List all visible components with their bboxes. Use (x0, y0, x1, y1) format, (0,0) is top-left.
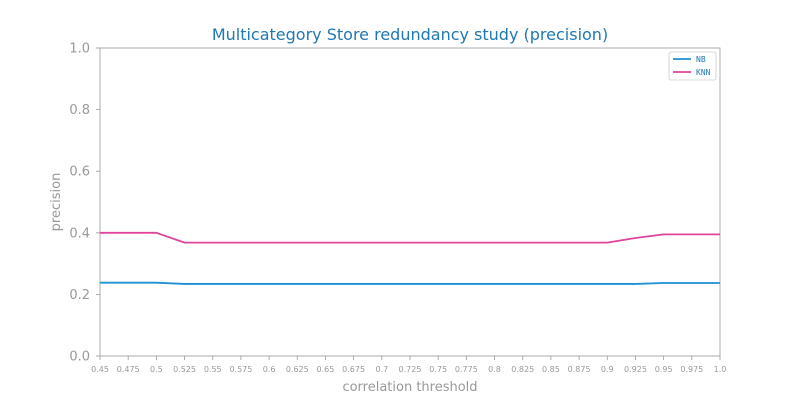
y-tick-label: 0.2 (69, 288, 90, 303)
chart-title: Multicategory Store redundancy study (pr… (212, 25, 608, 44)
x-tick-label: 0.95 (655, 365, 673, 374)
x-tick-label: 0.5 (150, 365, 163, 374)
x-tick-label: 0.475 (117, 365, 140, 374)
legend-label-knn: KNN (696, 68, 711, 77)
x-tick-label: 0.775 (455, 365, 478, 374)
y-tick-label: 0.0 (69, 350, 90, 365)
x-tick-label: 0.85 (542, 365, 560, 374)
y-axis-label: precision (49, 173, 64, 232)
x-tick-label: 0.975 (680, 365, 703, 374)
x-axis: 0.45 0.475 0.5 0.525 0.55 0.575 0.6 0.625 0.65 0.… (91, 356, 726, 374)
y-tick-label: 0.4 (69, 226, 90, 241)
series-layer (100, 231, 720, 285)
y-tick-label: 0.8 (69, 103, 90, 118)
x-tick-label: 0.625 (286, 365, 309, 374)
x-tick-label: 0.9 (601, 365, 614, 374)
series-line-knn (100, 231, 720, 244)
x-tick-label: 0.575 (229, 365, 252, 374)
plot-area (99, 47, 721, 357)
x-tick-label: 0.825 (511, 365, 534, 374)
x-tick-label: 0.525 (173, 365, 196, 374)
x-tick-label: 0.875 (568, 365, 591, 374)
x-tick-label: 0.725 (399, 365, 422, 374)
x-tick-label: 0.675 (342, 365, 365, 374)
x-tick-label: 0.75 (429, 365, 447, 374)
x-tick-label: 0.45 (91, 365, 109, 374)
legend: NB KNN (668, 51, 717, 81)
y-tick-label: 0.6 (69, 165, 90, 180)
x-tick-label: 0.925 (624, 365, 647, 374)
x-tick-label: 0.6 (263, 365, 276, 374)
plot-border (99, 47, 721, 357)
series-line-nb (100, 281, 720, 285)
x-tick-label: 0.8 (488, 365, 501, 374)
x-axis-label: correlation threshold (342, 380, 477, 395)
x-tick-label: 1.0 (714, 365, 727, 374)
legend-label-nb: NB (696, 55, 706, 64)
y-axis: 0.0 0.2 0.4 0.6 0.8 1.0 (69, 42, 100, 365)
x-tick-label: 0.55 (204, 365, 222, 374)
y-tick-label: 1.0 (69, 42, 90, 57)
x-tick-label: 0.65 (317, 365, 335, 374)
x-tick-label: 0.7 (375, 365, 388, 374)
